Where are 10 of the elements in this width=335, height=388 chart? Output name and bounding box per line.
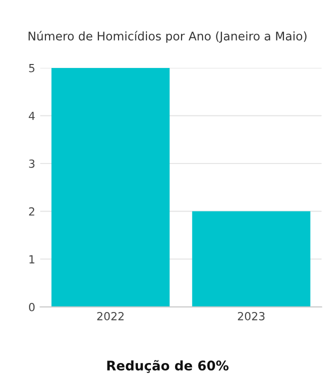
chart-title: Número de Homicídios por Ano (Janeiro a Maio) [28, 30, 306, 43]
y-tick-label: 5 [29, 64, 34, 72]
y-tick-label: 1 [29, 255, 34, 264]
x-tick-label: 2022 [97, 312, 124, 320]
x-tick-label: 2023 [238, 312, 264, 320]
y-tick-label: 0 [29, 302, 35, 312]
text: Redução de 60% [107, 360, 229, 373]
y-tick-label: 4 [28, 112, 35, 120]
y-tick-label: 3 [29, 159, 34, 168]
y-tick-label: 2 [29, 207, 34, 216]
